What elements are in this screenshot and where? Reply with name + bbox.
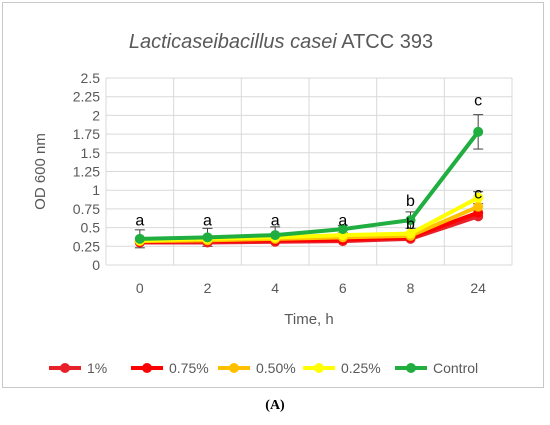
x-tick-label: 2 [204, 280, 212, 296]
significance-label: a [135, 212, 144, 229]
y-tick-label: 2.5 [81, 70, 101, 86]
series-point [473, 126, 484, 137]
x-tick-label: 24 [470, 280, 486, 296]
significance-label: c [474, 185, 482, 202]
series-point [405, 228, 416, 239]
series-point [270, 230, 281, 241]
x-axis-label: Time, h [284, 311, 333, 328]
chart-frame: Lacticaseibacillus casei ATCC 393 0 0.25 0.… [2, 2, 544, 388]
series-point [134, 233, 145, 244]
y-axis-label: OD 600 nm [32, 133, 49, 210]
series-point [473, 192, 484, 203]
series-point [337, 224, 348, 235]
y-tick-label: 0.5 [81, 220, 101, 236]
series-point [405, 215, 416, 226]
series-point [202, 232, 213, 243]
significance-label: c [474, 93, 482, 110]
significance-label: a [203, 212, 212, 229]
legend-entry: 0.25% [341, 360, 381, 376]
significance-label: a [271, 212, 280, 229]
significance-label: b [406, 193, 415, 210]
significance-label: b [406, 216, 415, 233]
series-line-4 [139, 130, 480, 241]
legend-entry: 0.75% [169, 360, 209, 376]
y-tick-label: 2 [92, 107, 100, 123]
legend-entry: 1% [87, 360, 107, 376]
legend-entry: Control [433, 360, 478, 376]
y-tick-label: 1 [92, 182, 100, 198]
figure-caption: (A) [265, 398, 285, 413]
legend-swatch-marker [60, 363, 70, 373]
legend-swatch-marker [314, 363, 324, 373]
x-tick-label: 0 [136, 280, 144, 296]
legend-swatch-marker [142, 363, 152, 373]
legend-entry: 0.50% [256, 360, 296, 376]
y-tick-label: 0.25 [73, 238, 100, 254]
y-tick-label: 2.25 [73, 89, 100, 105]
line-chart: Lacticaseibacillus casei ATCC 393 0 0.25 0.… [32, 31, 513, 376]
y-tick-label: 1.25 [73, 164, 100, 180]
series-point [473, 201, 484, 212]
chart-title: Lacticaseibacillus casei ATCC 393 [129, 31, 433, 53]
legend-swatch-marker [229, 363, 239, 373]
y-tick-label: 0.75 [73, 201, 100, 217]
y-tick-label: 1.75 [73, 126, 100, 142]
y-tick-label: 1.5 [81, 145, 101, 161]
x-tick-label: 8 [407, 280, 415, 296]
significance-label: a [338, 212, 347, 229]
x-tick-label: 6 [339, 280, 347, 296]
y-tick-label: 0 [92, 257, 100, 273]
x-tick-label: 4 [271, 280, 279, 296]
legend-swatch-marker [406, 363, 416, 373]
